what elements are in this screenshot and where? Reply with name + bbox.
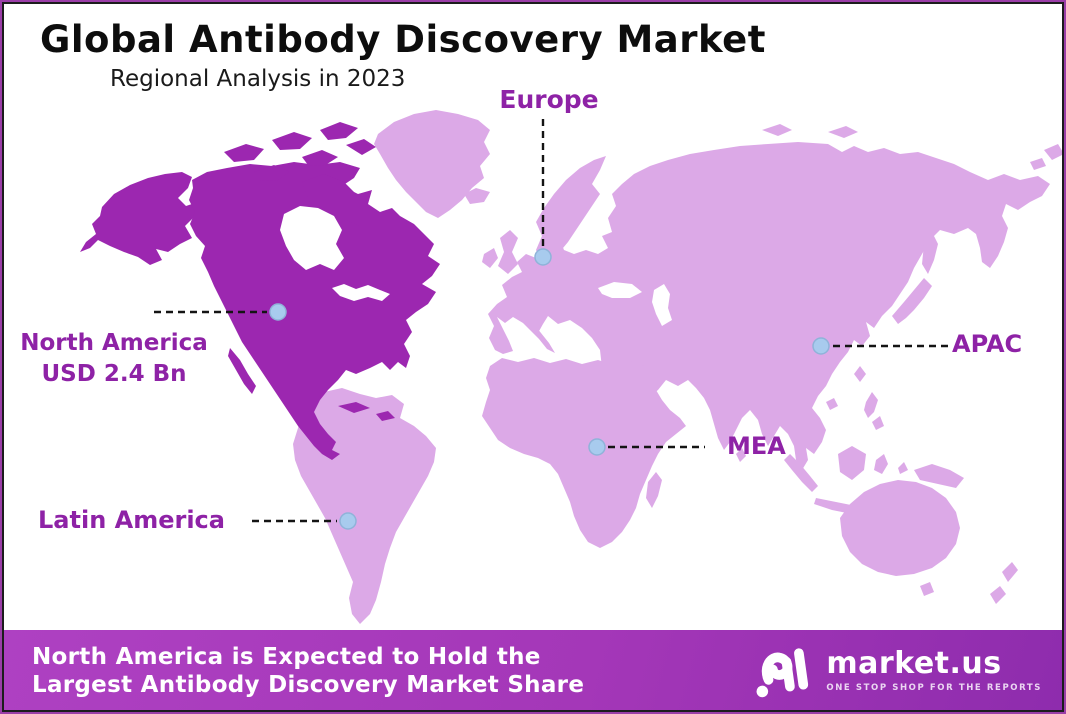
- island-madagascar: [646, 472, 662, 508]
- sea-black: [598, 282, 642, 298]
- island-cuba: [338, 402, 370, 413]
- sea-caspian: [652, 284, 672, 326]
- region-label-north-america-name: North America: [20, 330, 208, 356]
- island-tasmania: [920, 582, 934, 596]
- island-borneo: [838, 446, 866, 480]
- island-new-guinea: [914, 464, 964, 488]
- sea-hudson-bay: [280, 206, 344, 270]
- region-value-north-america: USD 2.4 Bn: [41, 361, 187, 387]
- island-ireland: [482, 248, 498, 268]
- marker-latin-america-dot: [339, 512, 357, 530]
- island-new-zealand-south: [990, 586, 1006, 604]
- region-label-mea: MEA: [727, 432, 786, 460]
- region-label-latin-america: Latin America: [38, 506, 225, 534]
- marker-mea-dot: [588, 438, 606, 456]
- island-sakhalin: [922, 232, 938, 274]
- island-sri-lanka: [736, 448, 746, 462]
- island-uk: [498, 230, 518, 274]
- continent-australia: [840, 480, 1018, 604]
- bottom-banner: North America is Expected to Hold the La…: [2, 630, 1064, 712]
- marker-europe-dot: [534, 248, 552, 266]
- island-taiwan: [854, 366, 866, 382]
- region-label-north-america: North America USD 2.4 Bn: [8, 328, 220, 390]
- page-subtitle: Regional Analysis in 2023: [110, 66, 406, 92]
- region-baja: [228, 348, 256, 394]
- logo-tagline: ONE STOP SHOP FOR THE REPORTS: [826, 683, 1042, 693]
- banner-headline: North America is Expected to Hold the La…: [32, 643, 584, 699]
- marker-apac-dot: [812, 337, 830, 355]
- island-sumatra: [784, 454, 818, 492]
- logo-text-block: market.us ONE STOP SHOP FOR THE REPORTS: [826, 646, 1042, 694]
- island-iceland: [464, 188, 490, 204]
- logo-wordmark: market.us: [826, 646, 1002, 681]
- logo-mark-icon: [756, 648, 809, 698]
- region-label-europe: Europe: [499, 85, 599, 114]
- continent-africa: [482, 358, 686, 548]
- marker-north-america-dot: [269, 303, 287, 321]
- island-hispaniola: [376, 411, 395, 421]
- page-title: Global Antibody Discovery Market: [40, 18, 766, 61]
- island-new-zealand-north: [1002, 562, 1018, 582]
- marketus-logo: market.us ONE STOP SHOP FOR THE REPORTS: [752, 643, 1042, 699]
- region-label-apac: APAC: [952, 330, 1023, 358]
- banner-line-1: North America is Expected to Hold the: [32, 644, 541, 670]
- region-scandinavia: [536, 156, 606, 264]
- island-philippines: [864, 392, 878, 418]
- island-japan: [892, 278, 932, 324]
- banner-line-2: Largest Antibody Discovery Market Share: [32, 672, 585, 698]
- island-java: [814, 498, 856, 514]
- continent-greenland: [374, 110, 490, 218]
- continent-north-america-highlighted: [80, 122, 440, 460]
- region-alaska: [80, 172, 198, 265]
- lakes-great-lakes: [332, 284, 390, 301]
- world-map: [80, 110, 1064, 624]
- callouts: [154, 119, 950, 530]
- region-na-mainland: [189, 162, 440, 460]
